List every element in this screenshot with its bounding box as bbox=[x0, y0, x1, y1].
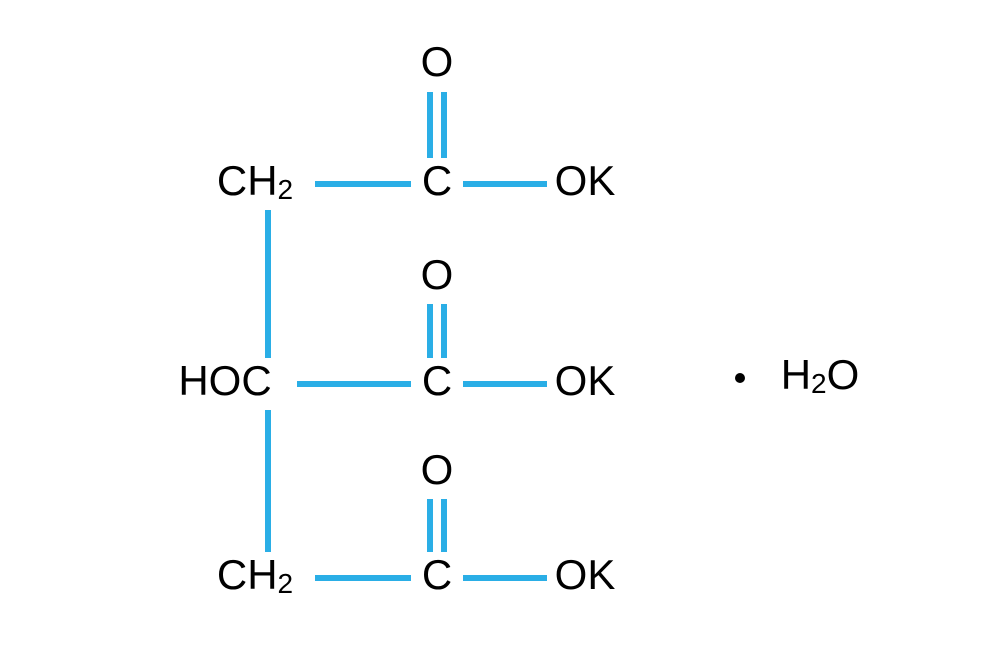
atom-O_top: O bbox=[421, 38, 454, 85]
hydrate-dot bbox=[735, 373, 745, 383]
atom-H2O: H2O bbox=[781, 351, 860, 399]
atom-CH2_bot: CH2 bbox=[217, 551, 293, 599]
atom-CH2_top: CH2 bbox=[217, 157, 293, 205]
atom-OK_mid: OK bbox=[555, 357, 616, 404]
chemical-structure-diagram: O CH2 C OK O HOC C OK O CH2 C OK H2O bbox=[0, 0, 1000, 667]
bonds-layer bbox=[268, 92, 547, 578]
atom-C_bot: C bbox=[422, 551, 452, 598]
atom-O_bot: O bbox=[421, 446, 454, 493]
atom-HOC: HOC bbox=[178, 357, 271, 404]
atom-OK_top: OK bbox=[555, 157, 616, 204]
atom-O_mid: O bbox=[421, 251, 454, 298]
atom-OK_bot: OK bbox=[555, 551, 616, 598]
atom-C_mid: C bbox=[422, 357, 452, 404]
atom-C_top: C bbox=[422, 157, 452, 204]
atoms-layer: O CH2 C OK O HOC C OK O CH2 C OK H2O bbox=[178, 38, 859, 599]
